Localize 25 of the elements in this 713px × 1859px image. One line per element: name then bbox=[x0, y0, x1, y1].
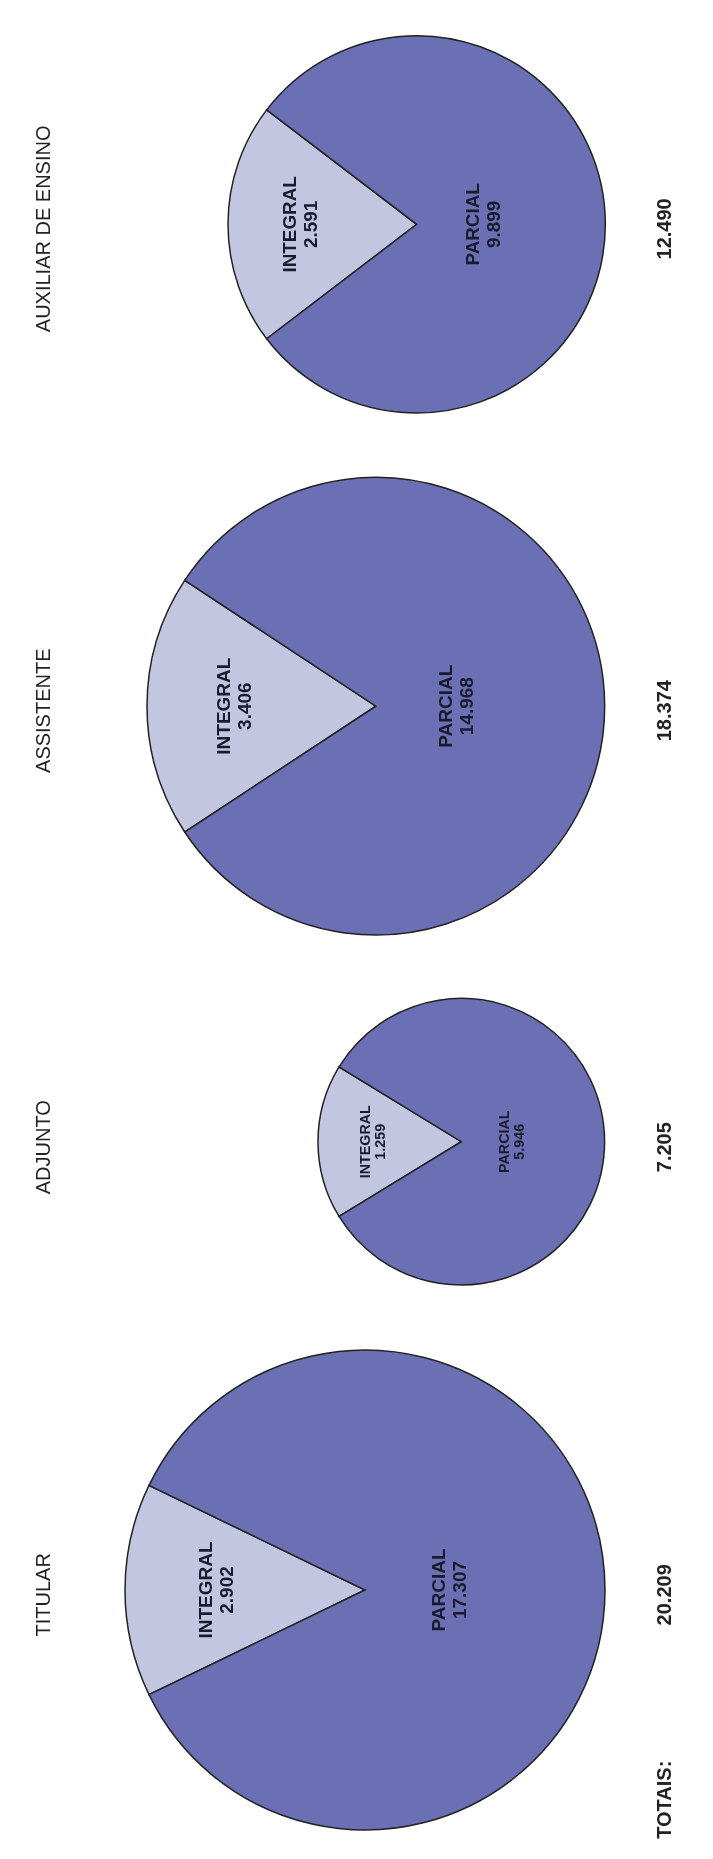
text: 7.205 bbox=[653, 1122, 676, 1173]
data-label: 2.902 bbox=[216, 1566, 238, 1614]
slice-label: PARCIAL bbox=[495, 1110, 512, 1174]
data-label: 2.591 bbox=[299, 200, 321, 248]
text: ADJUNTO bbox=[30, 1100, 55, 1195]
data-label: 3.406 bbox=[234, 681, 256, 730]
data-label: 17.307 bbox=[449, 1560, 471, 1619]
text: 18.374 bbox=[653, 680, 676, 742]
slice-label: INTEGRAL bbox=[195, 1540, 217, 1639]
text: TITULAR bbox=[30, 1553, 55, 1637]
text: ASSISTENTE bbox=[30, 648, 55, 773]
text: 20.209 bbox=[653, 1564, 676, 1626]
text: TOTAIS: bbox=[653, 1760, 676, 1839]
slice-label: INTEGRAL bbox=[278, 175, 300, 273]
data-label: 14.968 bbox=[456, 676, 478, 735]
text: 12.490 bbox=[653, 198, 676, 260]
slice-label: PARCIAL bbox=[461, 182, 483, 266]
slice-label: INTEGRAL bbox=[356, 1105, 373, 1179]
slice-label: PARCIAL bbox=[435, 663, 457, 748]
data-label: 9.899 bbox=[482, 200, 504, 248]
text: AUXILIAR DE ENSINO bbox=[30, 125, 55, 333]
slice-label: INTEGRAL bbox=[213, 656, 235, 755]
data-label: 5.946 bbox=[511, 1124, 528, 1161]
data-label: 1.259 bbox=[372, 1124, 389, 1161]
slice-label: PARCIAL bbox=[428, 1547, 450, 1632]
